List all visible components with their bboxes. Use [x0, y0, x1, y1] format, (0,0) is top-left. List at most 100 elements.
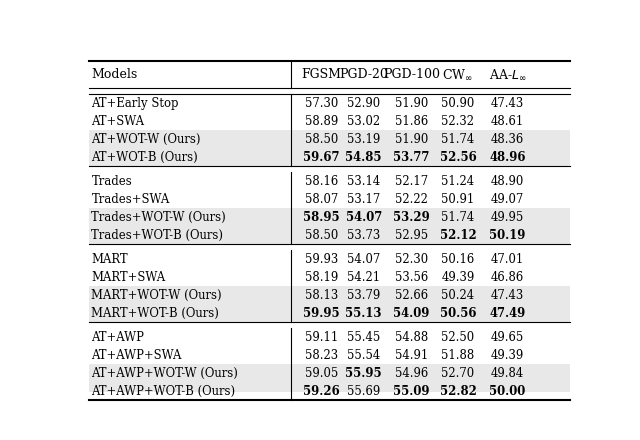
Text: 51.86: 51.86: [395, 115, 428, 128]
Text: 53.14: 53.14: [347, 175, 380, 188]
Text: 55.95: 55.95: [346, 367, 382, 380]
Text: AT+AWP: AT+AWP: [92, 331, 144, 344]
Text: CW$_\infty$: CW$_\infty$: [442, 68, 474, 82]
Text: 53.29: 53.29: [393, 211, 429, 224]
Text: 52.90: 52.90: [347, 97, 380, 110]
Text: 53.17: 53.17: [347, 193, 380, 206]
Text: 59.93: 59.93: [305, 253, 338, 266]
Text: 49.84: 49.84: [491, 367, 524, 380]
Text: 50.91: 50.91: [442, 193, 475, 206]
Text: 50.56: 50.56: [440, 307, 476, 320]
Text: 47.43: 47.43: [491, 289, 524, 302]
Text: AA-$L_\infty$: AA-$L_\infty$: [489, 68, 526, 82]
Bar: [89, 208, 570, 226]
Text: MART+WOT-B (Ours): MART+WOT-B (Ours): [92, 307, 220, 320]
Text: 50.90: 50.90: [442, 97, 475, 110]
Text: 52.66: 52.66: [395, 289, 428, 302]
Text: 54.07: 54.07: [346, 211, 382, 224]
Text: AT+WOT-W (Ours): AT+WOT-W (Ours): [92, 133, 201, 146]
Text: MART: MART: [92, 253, 128, 266]
Bar: [89, 304, 570, 322]
Text: 55.54: 55.54: [347, 348, 380, 362]
Text: 50.24: 50.24: [442, 289, 474, 302]
Text: 51.90: 51.90: [395, 97, 428, 110]
Bar: [89, 364, 570, 382]
Text: 55.45: 55.45: [347, 331, 380, 344]
Text: 59.05: 59.05: [305, 367, 338, 380]
Text: AT+SWA: AT+SWA: [92, 115, 145, 128]
Text: 51.74: 51.74: [442, 211, 475, 224]
Text: 47.01: 47.01: [491, 253, 524, 266]
Text: 46.86: 46.86: [491, 271, 524, 284]
Text: 59.11: 59.11: [305, 331, 338, 344]
Text: 52.32: 52.32: [442, 115, 474, 128]
Text: 51.90: 51.90: [395, 133, 428, 146]
Text: 52.82: 52.82: [440, 385, 476, 398]
Text: 51.88: 51.88: [442, 348, 475, 362]
Text: 52.56: 52.56: [440, 151, 476, 164]
Text: 54.88: 54.88: [395, 331, 428, 344]
Text: 58.50: 58.50: [305, 229, 338, 242]
Text: 52.12: 52.12: [440, 229, 476, 242]
Bar: [89, 130, 570, 148]
Text: 53.73: 53.73: [347, 229, 380, 242]
Text: 48.96: 48.96: [490, 151, 526, 164]
Text: 54.09: 54.09: [393, 307, 429, 320]
Text: 49.07: 49.07: [491, 193, 524, 206]
Text: PGD-20: PGD-20: [339, 68, 388, 81]
Text: 54.91: 54.91: [395, 348, 428, 362]
Text: AT+AWP+WOT-W (Ours): AT+AWP+WOT-W (Ours): [92, 367, 238, 380]
Text: 58.89: 58.89: [305, 115, 338, 128]
Text: 53.79: 53.79: [347, 289, 380, 302]
Text: Trades+WOT-W (Ours): Trades+WOT-W (Ours): [92, 211, 226, 224]
Text: 59.67: 59.67: [303, 151, 340, 164]
Text: 53.77: 53.77: [393, 151, 429, 164]
Text: 58.23: 58.23: [305, 348, 338, 362]
Text: 50.00: 50.00: [490, 385, 525, 398]
Text: 49.95: 49.95: [491, 211, 524, 224]
Text: 50.19: 50.19: [490, 229, 525, 242]
Text: 51.24: 51.24: [442, 175, 474, 188]
Text: 54.07: 54.07: [347, 253, 380, 266]
Text: PGD-100: PGD-100: [383, 68, 440, 81]
Text: 54.21: 54.21: [347, 271, 380, 284]
Text: 52.17: 52.17: [395, 175, 428, 188]
Text: 58.07: 58.07: [305, 193, 338, 206]
Text: AT+AWP+WOT-B (Ours): AT+AWP+WOT-B (Ours): [92, 385, 236, 398]
Text: Trades+WOT-B (Ours): Trades+WOT-B (Ours): [92, 229, 223, 242]
Text: AT+Early Stop: AT+Early Stop: [92, 97, 179, 110]
Text: 58.16: 58.16: [305, 175, 338, 188]
Text: 47.43: 47.43: [491, 97, 524, 110]
Text: 59.95: 59.95: [303, 307, 340, 320]
Text: 49.39: 49.39: [442, 271, 475, 284]
Text: Trades+SWA: Trades+SWA: [92, 193, 170, 206]
Text: 58.95: 58.95: [303, 211, 340, 224]
Text: FGSM: FGSM: [301, 68, 342, 81]
Text: 49.39: 49.39: [491, 348, 524, 362]
Text: 50.16: 50.16: [442, 253, 475, 266]
Text: 49.65: 49.65: [491, 331, 524, 344]
Text: 54.96: 54.96: [395, 367, 428, 380]
Text: 52.95: 52.95: [395, 229, 428, 242]
Text: 55.09: 55.09: [393, 385, 429, 398]
Text: 59.26: 59.26: [303, 385, 340, 398]
Text: 47.49: 47.49: [490, 307, 525, 320]
Text: 48.36: 48.36: [491, 133, 524, 146]
Text: Trades: Trades: [92, 175, 132, 188]
Bar: [89, 148, 570, 166]
Text: 54.85: 54.85: [346, 151, 382, 164]
Text: 58.19: 58.19: [305, 271, 338, 284]
Text: 52.70: 52.70: [442, 367, 474, 380]
Bar: [89, 286, 570, 304]
Text: MART+WOT-W (Ours): MART+WOT-W (Ours): [92, 289, 222, 302]
Text: 53.56: 53.56: [395, 271, 428, 284]
Text: 48.61: 48.61: [491, 115, 524, 128]
Text: 53.19: 53.19: [347, 133, 380, 146]
Text: AT+WOT-B (Ours): AT+WOT-B (Ours): [92, 151, 198, 164]
Text: 52.30: 52.30: [395, 253, 428, 266]
Text: MART+SWA: MART+SWA: [92, 271, 166, 284]
Text: 52.50: 52.50: [442, 331, 474, 344]
Text: 51.74: 51.74: [442, 133, 475, 146]
Text: 57.30: 57.30: [305, 97, 338, 110]
Text: Models: Models: [92, 68, 138, 81]
